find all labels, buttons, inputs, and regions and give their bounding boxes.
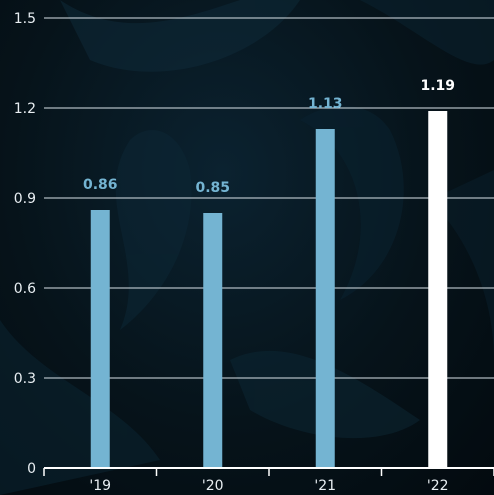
y-tick-label: 0.3 — [14, 371, 36, 387]
data-labels: 0.86 0.85 1.13 1.19 — [83, 78, 455, 196]
y-tick-label: 1.2 — [14, 101, 36, 117]
bar — [315, 129, 335, 468]
y-tick-label: 0.6 — [14, 281, 36, 297]
bar — [90, 210, 110, 468]
data-label: 0.86 — [83, 177, 118, 193]
data-label: 0.85 — [195, 180, 230, 196]
y-tick-label: 0 — [27, 461, 36, 477]
grid-lines — [44, 17, 494, 379]
data-label: 1.19 — [420, 78, 455, 94]
y-axis-ticks: 0 0.3 0.6 0.9 1.2 1.5 — [14, 11, 36, 477]
x-tick-label: '19 — [89, 478, 111, 494]
x-tick-label: '20 — [202, 478, 224, 494]
x-tick-label: '22 — [427, 478, 449, 494]
bar — [203, 213, 223, 468]
y-tick-label: 1.5 — [14, 11, 36, 27]
bar — [428, 111, 448, 468]
bars — [90, 111, 448, 468]
data-label: 1.13 — [308, 96, 343, 112]
x-tick-label: '21 — [314, 478, 336, 494]
y-tick-label: 0.9 — [14, 191, 36, 207]
x-axis: '19 '20 '21 '22 — [43, 467, 494, 494]
